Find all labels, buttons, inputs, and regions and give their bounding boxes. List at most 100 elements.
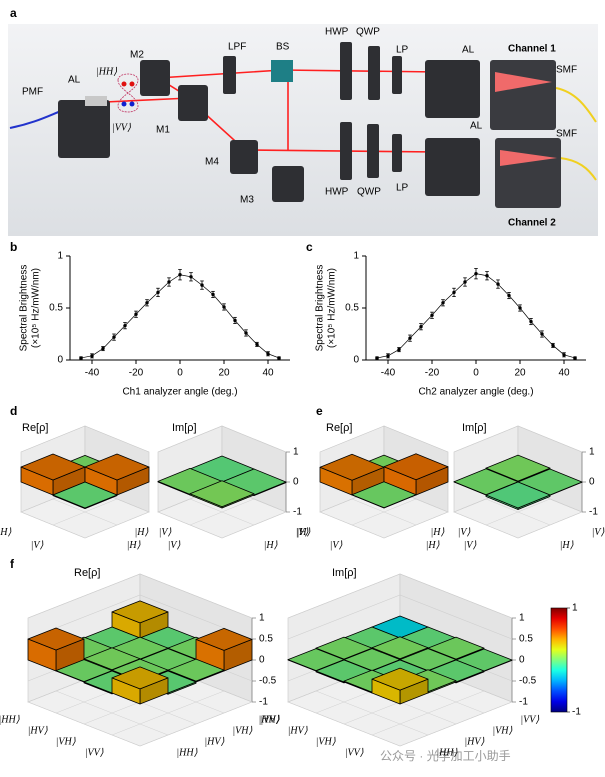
data-point <box>540 332 544 336</box>
z-tick-label: -0.5 <box>259 676 277 687</box>
panel-label: a <box>10 6 17 20</box>
row-label: |V⟩ <box>31 540 44 551</box>
data-point <box>573 356 577 360</box>
data-point <box>255 342 259 347</box>
data-point <box>518 306 522 310</box>
row-label: |HH⟩ <box>259 715 280 726</box>
component-label: PMF <box>22 87 43 98</box>
photon <box>121 101 127 107</box>
floor-grid <box>517 511 583 539</box>
photon <box>121 81 127 87</box>
component-label: M3 <box>240 195 254 206</box>
x-tick-label: 0 <box>177 368 183 379</box>
data-point <box>211 292 215 297</box>
data-point <box>551 343 555 348</box>
y-axis-label: (×10⁵ Hz/mW/nm) <box>327 268 338 348</box>
component-label: AL <box>462 45 475 56</box>
grid-line <box>453 425 583 453</box>
bar-top <box>111 600 169 624</box>
data-point <box>156 290 160 295</box>
col-label: |V⟩ <box>296 527 309 538</box>
data-point <box>386 354 390 358</box>
data-point <box>145 301 149 305</box>
plot-title: Im[ρ] <box>172 422 197 434</box>
x-tick-label: 40 <box>262 368 274 379</box>
y-tick-label: 0.5 <box>49 303 63 314</box>
data-point <box>463 280 467 284</box>
mirror-mount <box>140 60 170 96</box>
col-label: |V⟩ <box>458 527 471 538</box>
col-label: |HV⟩ <box>464 737 484 748</box>
floor-grid <box>351 498 417 526</box>
floor-grid <box>189 498 255 526</box>
data-point <box>430 313 434 317</box>
component-label: HWP <box>325 187 349 198</box>
component-label: SMF <box>556 65 577 76</box>
panel-label: e <box>316 404 323 418</box>
y-tick-label: 0.5 <box>345 303 359 314</box>
component-label: BS <box>276 42 290 53</box>
component-label: LP <box>396 45 409 56</box>
bar-top <box>111 666 169 690</box>
bar-top <box>189 480 255 508</box>
plot-title: Re[ρ] <box>326 422 352 434</box>
x-tick-label: -40 <box>85 368 100 379</box>
lens <box>85 96 107 106</box>
row-label: |V⟩ <box>330 540 343 551</box>
floor-grid <box>111 690 225 736</box>
col-label: |H⟩ <box>426 540 440 551</box>
z-tick-label: -1 <box>519 697 528 708</box>
beam-splitter <box>271 60 293 82</box>
waveplate <box>367 124 379 178</box>
data-point <box>244 331 248 335</box>
bar-top <box>195 628 253 651</box>
row-label: |VH⟩ <box>56 737 76 748</box>
panel-label: f <box>10 557 15 571</box>
data-point <box>474 271 478 276</box>
polarizer <box>392 134 402 172</box>
col-label: |H⟩ <box>264 540 278 551</box>
grid-line <box>27 573 253 619</box>
grid-line <box>27 594 253 640</box>
floor-grid <box>139 701 253 747</box>
setup-diagram: a PMF AL |HH⟩ |VV⟩ M2 M1 LPF BS HWP QWP … <box>8 6 598 236</box>
bar-top <box>371 667 429 691</box>
y-axis-label: Spectral Brightness <box>19 265 30 352</box>
mirror-mount <box>230 140 258 174</box>
data-point <box>178 273 182 277</box>
row-label: |V⟩ <box>464 540 477 551</box>
photon <box>129 81 135 87</box>
x-tick-label: 20 <box>218 368 230 379</box>
data-point <box>408 336 412 340</box>
y-tick-label: 1 <box>353 251 359 262</box>
row-label: |HH⟩ <box>0 715 20 726</box>
data-point <box>485 274 489 278</box>
floor-grid <box>221 511 287 539</box>
mirror-mount <box>178 85 208 121</box>
data-point <box>79 356 83 360</box>
beam-cone <box>500 150 557 166</box>
data-point <box>233 318 237 323</box>
floor-grid <box>371 690 485 736</box>
data-point <box>277 356 281 360</box>
bar-top <box>167 658 225 682</box>
plot-title: Re[ρ] <box>22 422 48 434</box>
row-label: |V⟩ <box>168 540 181 551</box>
component-label: LP <box>396 183 409 194</box>
grid-line <box>287 573 513 619</box>
z-tick-label: -0.5 <box>519 676 537 687</box>
data-point <box>101 346 105 351</box>
beam-cone <box>495 72 552 92</box>
row-label: |VV⟩ <box>85 748 104 759</box>
data-point <box>167 280 171 284</box>
data-point <box>529 319 533 324</box>
z-tick-label: 0.5 <box>259 634 273 645</box>
component-label: LPF <box>228 42 246 53</box>
y-tick-label: 0 <box>353 355 359 366</box>
plot-title: Im[ρ] <box>332 567 357 579</box>
z-tick-label: 0 <box>293 477 299 488</box>
z-tick-label: 0.5 <box>519 634 533 645</box>
grid-line <box>157 425 287 453</box>
data-point <box>397 347 401 352</box>
